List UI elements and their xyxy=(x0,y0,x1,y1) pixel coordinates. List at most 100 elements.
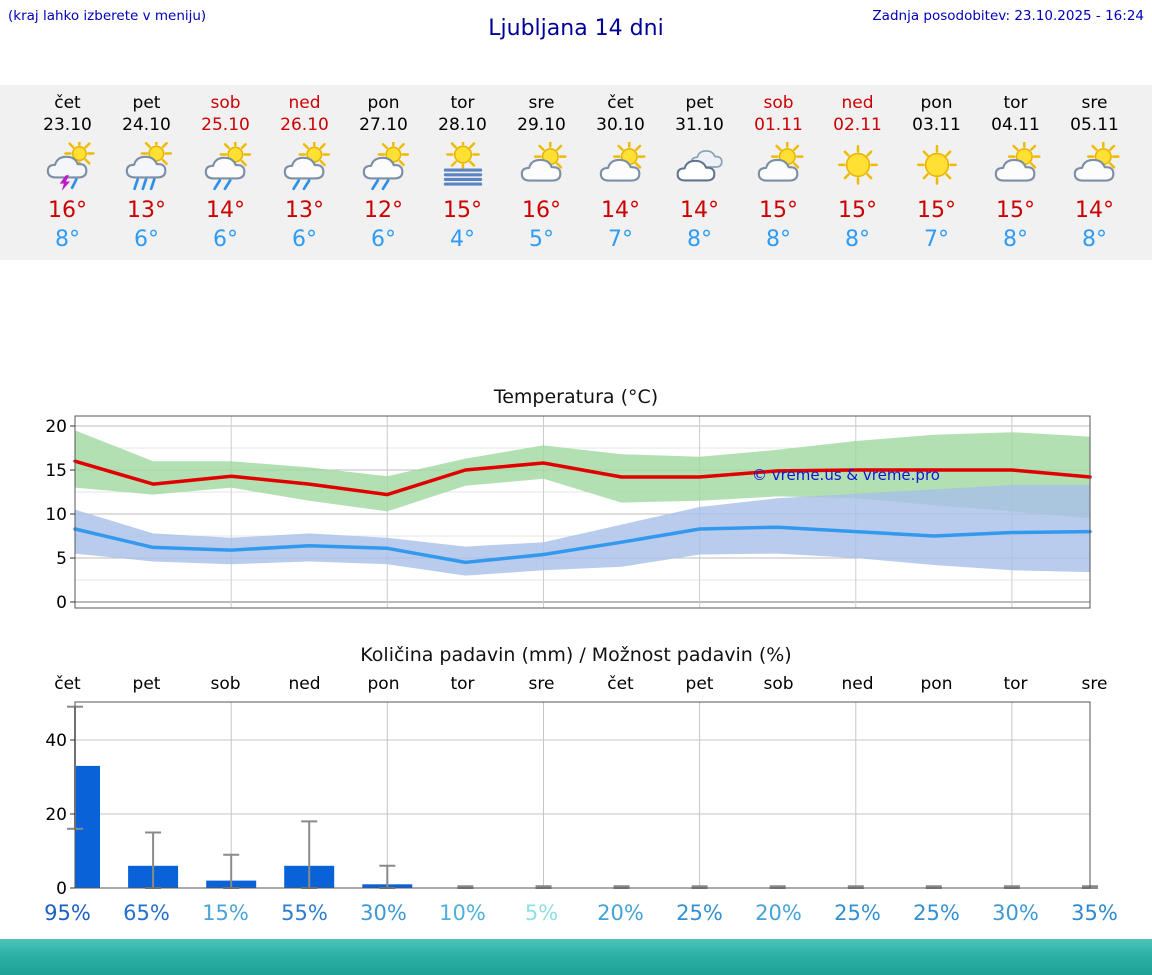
temp-min-range-band xyxy=(75,485,1090,576)
heavy-rain-icon xyxy=(107,139,186,195)
day-name: sre xyxy=(1081,93,1108,113)
day-column[interactable]: čet 23.10 16° 8° xyxy=(28,92,107,260)
precip-chart-title: Količina padavin (mm) / Možnost padavin … xyxy=(360,644,792,666)
precip-day-labels: čet pet sob ned pon tor sre čet pet sob ned pon tor s… xyxy=(0,674,1152,694)
day-temp-max: 15° xyxy=(996,198,1035,224)
temp-y-tick: 10 xyxy=(45,505,67,525)
day-temp-max: 14° xyxy=(601,198,640,224)
day-temp-max: 14° xyxy=(206,198,245,224)
day-date: 26.10 xyxy=(280,115,329,136)
day-name: tor xyxy=(450,93,475,113)
temp-y-tick: 15 xyxy=(45,461,67,481)
temperature-chart-title: Temperatura (°C) xyxy=(493,386,659,408)
partly-cloudy-icon xyxy=(976,139,1055,195)
day-column[interactable]: sre 29.10 16° 5° xyxy=(502,92,581,260)
precip-probability: 25% xyxy=(676,901,723,925)
day-temp-max: 15° xyxy=(759,198,798,224)
day-column[interactable]: pet 31.10 14° 8° xyxy=(660,92,739,260)
menu-hint: (kraj lahko izberete v meniju) xyxy=(8,8,207,24)
day-date: 01.11 xyxy=(754,115,803,136)
precip-day-label: čet xyxy=(607,674,634,694)
day-name: sob xyxy=(763,93,794,113)
day-temp-max: 14° xyxy=(680,198,719,224)
day-date: 27.10 xyxy=(359,115,408,136)
day-name: ned xyxy=(288,93,321,113)
day-column[interactable]: tor 04.11 15° 8° xyxy=(976,92,1055,260)
day-temp-max: 14° xyxy=(1075,198,1114,224)
day-temp-min: 4° xyxy=(450,226,475,252)
day-column[interactable]: ned 02.11 15° 8° xyxy=(818,92,897,260)
day-column[interactable]: pon 27.10 12° 6° xyxy=(344,92,423,260)
day-temp-max: 15° xyxy=(838,198,877,224)
day-temp-max: 15° xyxy=(917,198,956,224)
day-temp-min: 8° xyxy=(845,226,870,252)
day-column[interactable]: pet 24.10 13° 6° xyxy=(107,92,186,260)
day-temp-max: 13° xyxy=(285,198,324,224)
thunder-shower-icon xyxy=(28,139,107,195)
precip-day-label: ned xyxy=(841,674,874,694)
precip-probability: 25% xyxy=(913,901,960,925)
day-date: 03.11 xyxy=(912,115,961,136)
day-name: čet xyxy=(54,93,81,113)
precip-day-label: sre xyxy=(528,674,555,694)
precip-probability: 5% xyxy=(524,901,559,925)
day-column[interactable]: čet 30.10 14° 7° xyxy=(581,92,660,260)
day-date: 28.10 xyxy=(438,115,487,136)
day-name: pet xyxy=(685,93,714,113)
temp-y-tick: 20 xyxy=(45,417,67,437)
precip-day-label: pet xyxy=(685,674,714,694)
day-date: 24.10 xyxy=(122,115,171,136)
cloudy-icon xyxy=(660,139,739,195)
day-column[interactable]: tor 28.10 15° 4° xyxy=(423,92,502,260)
day-date: 04.11 xyxy=(991,115,1040,136)
sunny-icon xyxy=(897,139,976,195)
precip-day-label: čet xyxy=(54,674,81,694)
precip-day-label: sob xyxy=(210,674,241,694)
day-date: 31.10 xyxy=(675,115,724,136)
precip-y-tick: 20 xyxy=(45,805,67,825)
precip-probability: 25% xyxy=(834,901,881,925)
day-temp-min: 8° xyxy=(55,226,80,252)
precip-probability: 20% xyxy=(597,901,644,925)
precip-probability: 10% xyxy=(439,901,486,925)
day-column[interactable]: sre 05.11 14° 8° xyxy=(1055,92,1134,260)
partly-cloudy-icon xyxy=(502,139,581,195)
precip-probability-row: 95% 65% 15% 55% 30% 10% 5% 20% 25% 20% 25% 25% 30% 35… xyxy=(0,901,1152,925)
day-column[interactable]: ned 26.10 13° 6° xyxy=(265,92,344,260)
day-column[interactable]: sob 01.11 15° 8° xyxy=(739,92,818,260)
precip-probability: 35% xyxy=(1071,901,1118,925)
day-name: tor xyxy=(1003,93,1028,113)
day-name: pon xyxy=(920,93,953,113)
precip-probability: 15% xyxy=(202,901,249,925)
partly-cloudy-icon xyxy=(1055,139,1134,195)
precip-probability: 65% xyxy=(123,901,170,925)
day-column[interactable]: pon 03.11 15° 7° xyxy=(897,92,976,260)
day-name: ned xyxy=(841,93,874,113)
temp-min-line xyxy=(73,525,1092,565)
day-date: 29.10 xyxy=(517,115,566,136)
day-temp-max: 16° xyxy=(522,198,561,224)
forecast-strip: čet 23.10 16° 8° pet 24.10 13° 6° sob 25.10 14° 6° n… xyxy=(0,85,1152,260)
temperature-chart: 0 5 10 15 20 © vreme.us & vreme.pro xyxy=(45,415,1092,613)
day-temp-min: 7° xyxy=(608,226,633,252)
precip-probability: 20% xyxy=(755,901,802,925)
precip-probability: 55% xyxy=(281,901,328,925)
day-date: 23.10 xyxy=(43,115,92,136)
day-name: čet xyxy=(607,93,634,113)
temp-y-tick: 5 xyxy=(56,549,67,569)
precip-y-tick: 0 xyxy=(56,879,67,898)
precip-day-label: sob xyxy=(763,674,794,694)
precip-day-label: ned xyxy=(288,674,321,694)
day-column[interactable]: sob 25.10 14° 6° xyxy=(186,92,265,260)
day-temp-min: 6° xyxy=(292,226,317,252)
day-temp-min: 8° xyxy=(1082,226,1107,252)
watermark: © vreme.us & vreme.pro xyxy=(752,466,940,484)
precip-chart: 0 20 40 xyxy=(45,701,1098,898)
day-temp-max: 13° xyxy=(127,198,166,224)
day-temp-min: 7° xyxy=(924,226,949,252)
precip-probability: 95% xyxy=(44,901,91,925)
partly-cloudy-icon xyxy=(739,139,818,195)
day-temp-max: 16° xyxy=(48,198,87,224)
shower-icon xyxy=(186,139,265,195)
